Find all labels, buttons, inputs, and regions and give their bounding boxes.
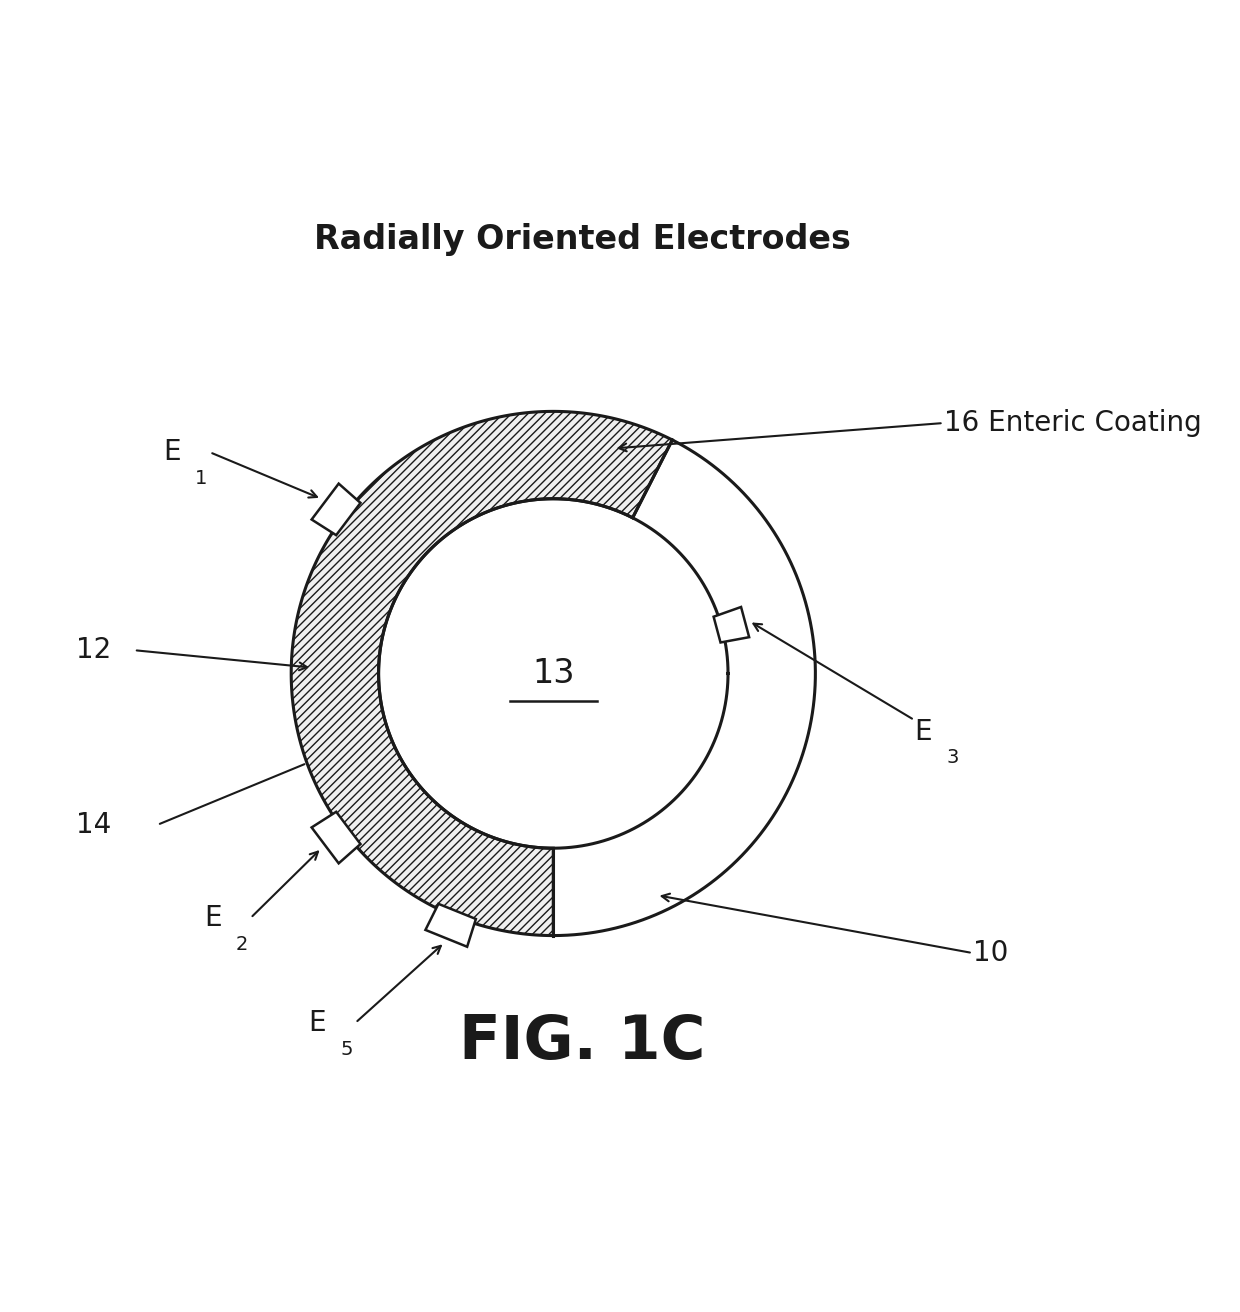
Text: E: E [309,1009,326,1036]
Text: 14: 14 [76,811,110,838]
Text: E: E [164,438,181,466]
Text: 3: 3 [946,748,959,768]
Text: 5: 5 [341,1039,353,1059]
Text: FIG. 1C: FIG. 1C [459,1013,706,1072]
Text: Radially Oriented Electrodes: Radially Oriented Electrodes [314,223,851,256]
Text: 16 Enteric Coating: 16 Enteric Coating [944,409,1202,437]
Polygon shape [311,812,361,863]
Text: E: E [914,718,932,745]
Polygon shape [425,904,476,947]
Text: 2: 2 [236,934,248,954]
Polygon shape [291,412,672,935]
Text: E: E [203,904,222,932]
Text: 13: 13 [532,657,574,690]
Polygon shape [311,484,361,535]
Polygon shape [713,607,749,643]
Text: 1: 1 [195,468,207,488]
Text: 10: 10 [972,939,1008,967]
Text: 12: 12 [76,636,110,664]
